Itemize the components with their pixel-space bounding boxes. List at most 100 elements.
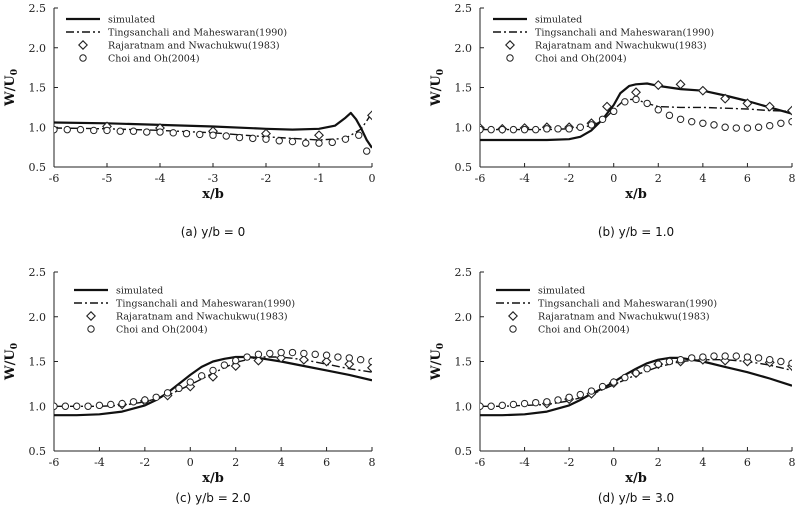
choi-point bbox=[129, 127, 138, 135]
legend-swatch-diamond bbox=[86, 311, 96, 321]
rajaratnam-point bbox=[787, 105, 792, 116]
tingsanchali-line bbox=[480, 359, 792, 407]
x-axis-title: x/b bbox=[202, 471, 224, 486]
choi-point bbox=[368, 357, 372, 366]
choi-point bbox=[621, 373, 629, 382]
choi-point bbox=[699, 353, 707, 361]
x-tick-label: -2 bbox=[564, 172, 575, 185]
y-axis-title: W/U0 bbox=[3, 69, 20, 107]
legend-label: Choi and Oh(2004) bbox=[538, 325, 630, 336]
choi-point bbox=[532, 125, 540, 134]
choi-point bbox=[676, 356, 685, 364]
legend: simulated Tingsanchali and Maheswaran(199… bbox=[66, 15, 287, 65]
x-tick-label: -4 bbox=[155, 172, 166, 185]
legend-label: simulated bbox=[535, 15, 582, 26]
panel-caption: (a) y/b = 0 bbox=[181, 225, 246, 239]
choi-point bbox=[156, 128, 164, 136]
choi-point bbox=[699, 119, 707, 127]
choi-point bbox=[141, 396, 149, 404]
y-axis-title: W/U0 bbox=[429, 69, 446, 107]
choi-point bbox=[196, 130, 204, 139]
choi-point bbox=[107, 400, 115, 409]
x-tick-label: 4 bbox=[278, 456, 285, 469]
y-tick-label: 0.5 bbox=[455, 161, 473, 174]
rajaratnam-point bbox=[367, 110, 372, 121]
legend-swatch-circle bbox=[509, 325, 517, 333]
y-tick-label: 2.5 bbox=[29, 2, 47, 15]
rajaratnam-point bbox=[321, 356, 332, 367]
choi-point bbox=[277, 348, 285, 357]
x-tick-label: -6 bbox=[475, 456, 486, 469]
x-axis-title: x/b bbox=[625, 187, 647, 202]
rajaratnam-point bbox=[314, 130, 324, 141]
choi-point bbox=[509, 400, 518, 409]
panel-c: 0.5 1.0 1.5 2.0 2.5 -6 -4 -2 0 2 4 6 8 x/b W/U0 simulat… bbox=[3, 266, 376, 505]
y-tick-label: 1.5 bbox=[455, 82, 473, 95]
rajaratnam-point bbox=[253, 355, 264, 366]
x-tick-label: -5 bbox=[102, 172, 113, 185]
series-0 bbox=[480, 356, 792, 417]
panel-caption: (b) y/b = 1.0 bbox=[598, 225, 674, 239]
choi-point bbox=[777, 357, 785, 366]
choi-point bbox=[302, 139, 310, 147]
x-tick-label: 6 bbox=[323, 456, 330, 469]
choi-point bbox=[84, 402, 92, 410]
y-tick-label: 1.5 bbox=[29, 356, 47, 369]
panel-b: 0.5 1.0 1.5 2.0 2.5 -6 -4 -2 0 2 4 6 8 x/b W/U0 simulat… bbox=[429, 2, 796, 239]
choi-point bbox=[315, 139, 323, 147]
choi-point bbox=[186, 378, 194, 386]
choi-point bbox=[311, 350, 319, 359]
choi-point bbox=[197, 372, 206, 380]
choi-point bbox=[610, 107, 618, 116]
x-tick-label: 0 bbox=[610, 456, 617, 469]
rajaratnam-point bbox=[367, 362, 372, 373]
choi-point bbox=[103, 126, 111, 135]
rajaratnam-point bbox=[208, 371, 218, 382]
choi-point bbox=[587, 121, 596, 129]
x-tick-label: -2 bbox=[261, 172, 272, 185]
series-3 bbox=[54, 348, 372, 410]
legend-swatch-circle bbox=[87, 325, 95, 333]
x-tick-label: -2 bbox=[139, 456, 150, 469]
choi-point bbox=[587, 387, 596, 395]
rajaratnam-point bbox=[720, 93, 731, 104]
choi-point bbox=[222, 132, 230, 140]
legend-label: simulated bbox=[116, 286, 163, 297]
y-tick-label: 1.5 bbox=[455, 356, 473, 369]
choi-point bbox=[565, 125, 573, 133]
choi-point bbox=[643, 364, 651, 373]
choi-point bbox=[543, 125, 551, 133]
choi-point bbox=[532, 398, 540, 407]
choi-point bbox=[209, 366, 217, 375]
choi-point bbox=[721, 123, 729, 131]
legend: simulated Tingsanchali and Maheswaran(199… bbox=[496, 286, 717, 336]
x-tick-label: -2 bbox=[564, 456, 575, 469]
choi-point bbox=[732, 124, 740, 132]
rajaratnam-point bbox=[742, 98, 753, 109]
choi-point bbox=[665, 357, 674, 366]
x-tick-label: 2 bbox=[655, 172, 662, 185]
choi-point bbox=[610, 378, 618, 386]
x-tick-label: 8 bbox=[369, 456, 376, 469]
choi-point bbox=[543, 398, 551, 406]
panel-caption: (d) y/b = 3.0 bbox=[598, 491, 674, 505]
choi-point bbox=[54, 402, 58, 410]
y-tick-label: 2.0 bbox=[455, 42, 473, 55]
choi-point bbox=[116, 127, 124, 135]
y-tick-label: 1.0 bbox=[29, 121, 47, 134]
choi-point bbox=[487, 402, 495, 410]
choi-point bbox=[576, 123, 584, 131]
choi-point bbox=[777, 119, 785, 127]
y-tick-label: 1.0 bbox=[29, 400, 47, 413]
simulated-line bbox=[54, 355, 372, 417]
legend-swatch-circle bbox=[506, 54, 514, 62]
choi-point bbox=[363, 147, 371, 155]
choi-point bbox=[152, 393, 160, 401]
series-3 bbox=[480, 95, 792, 134]
legend-label: Choi and Oh(2004) bbox=[535, 54, 627, 65]
panel-caption: (c) y/b = 2.0 bbox=[175, 491, 250, 505]
choi-point bbox=[576, 390, 584, 399]
choi-point bbox=[232, 356, 240, 365]
legend-label: Rajaratnam and Nwachukwu(1983) bbox=[116, 312, 288, 323]
y-tick-label: 2.0 bbox=[29, 42, 47, 55]
